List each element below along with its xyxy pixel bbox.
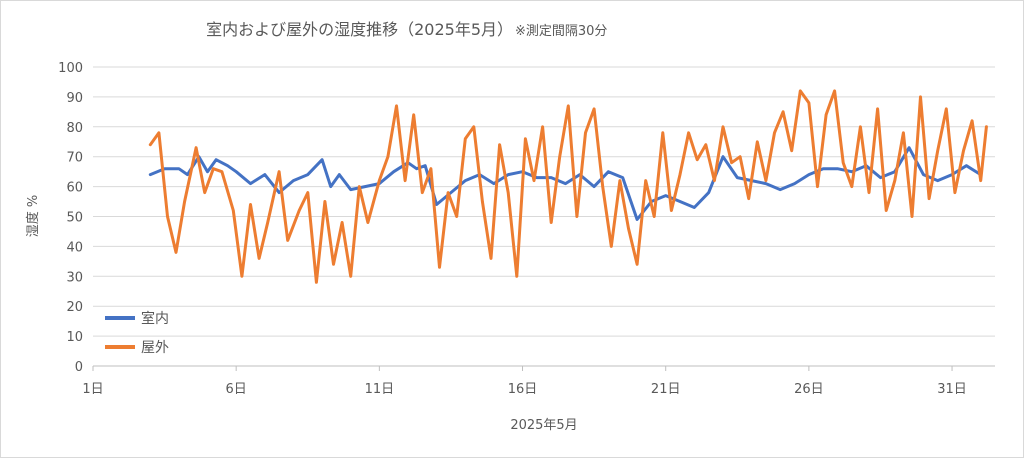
series-line-indoor (148, 146, 983, 221)
series-line-outdoor (148, 89, 988, 284)
chart-title: 室内および屋外の湿度推移（2025年5月） (206, 20, 513, 39)
x-tick-label: 31日 (937, 382, 967, 397)
x-axis-ticks: 1日 6日 11日 16日 21日 26日 31日 (82, 366, 967, 397)
x-tick-label: 16日 (508, 382, 538, 397)
y-axis-ticks: 0 10 20 30 40 50 60 70 80 90 100 (58, 61, 83, 375)
series-lines (148, 89, 988, 284)
y-tick-label: 90 (66, 91, 83, 106)
y-tick-label: 20 (66, 300, 83, 315)
x-tick-label: 1日 (82, 382, 103, 397)
y-tick-label: 50 (66, 211, 83, 226)
y-tick-label: 80 (66, 121, 83, 136)
gridlines (93, 66, 995, 367)
y-tick-label: 40 (66, 240, 83, 255)
y-tick-label: 30 (66, 270, 83, 285)
x-tick-label: 6日 (226, 382, 247, 397)
legend-label: 室内 (141, 310, 169, 327)
x-tick-label: 11日 (365, 382, 395, 397)
legend-label: 屋外 (141, 340, 169, 356)
y-tick-label: 100 (58, 61, 83, 76)
chart-title-note: ※測定間隔30分 (515, 24, 607, 39)
y-axis-title: 湿度 % (25, 195, 41, 238)
y-tick-label: 60 (66, 181, 83, 196)
x-axis-title: 2025年5月 (510, 418, 577, 433)
x-tick-label: 26日 (794, 382, 824, 397)
y-tick-label: 10 (66, 330, 83, 345)
y-tick-label: 0 (75, 360, 83, 375)
x-tick-label: 21日 (651, 382, 681, 397)
y-tick-label: 70 (66, 151, 83, 166)
